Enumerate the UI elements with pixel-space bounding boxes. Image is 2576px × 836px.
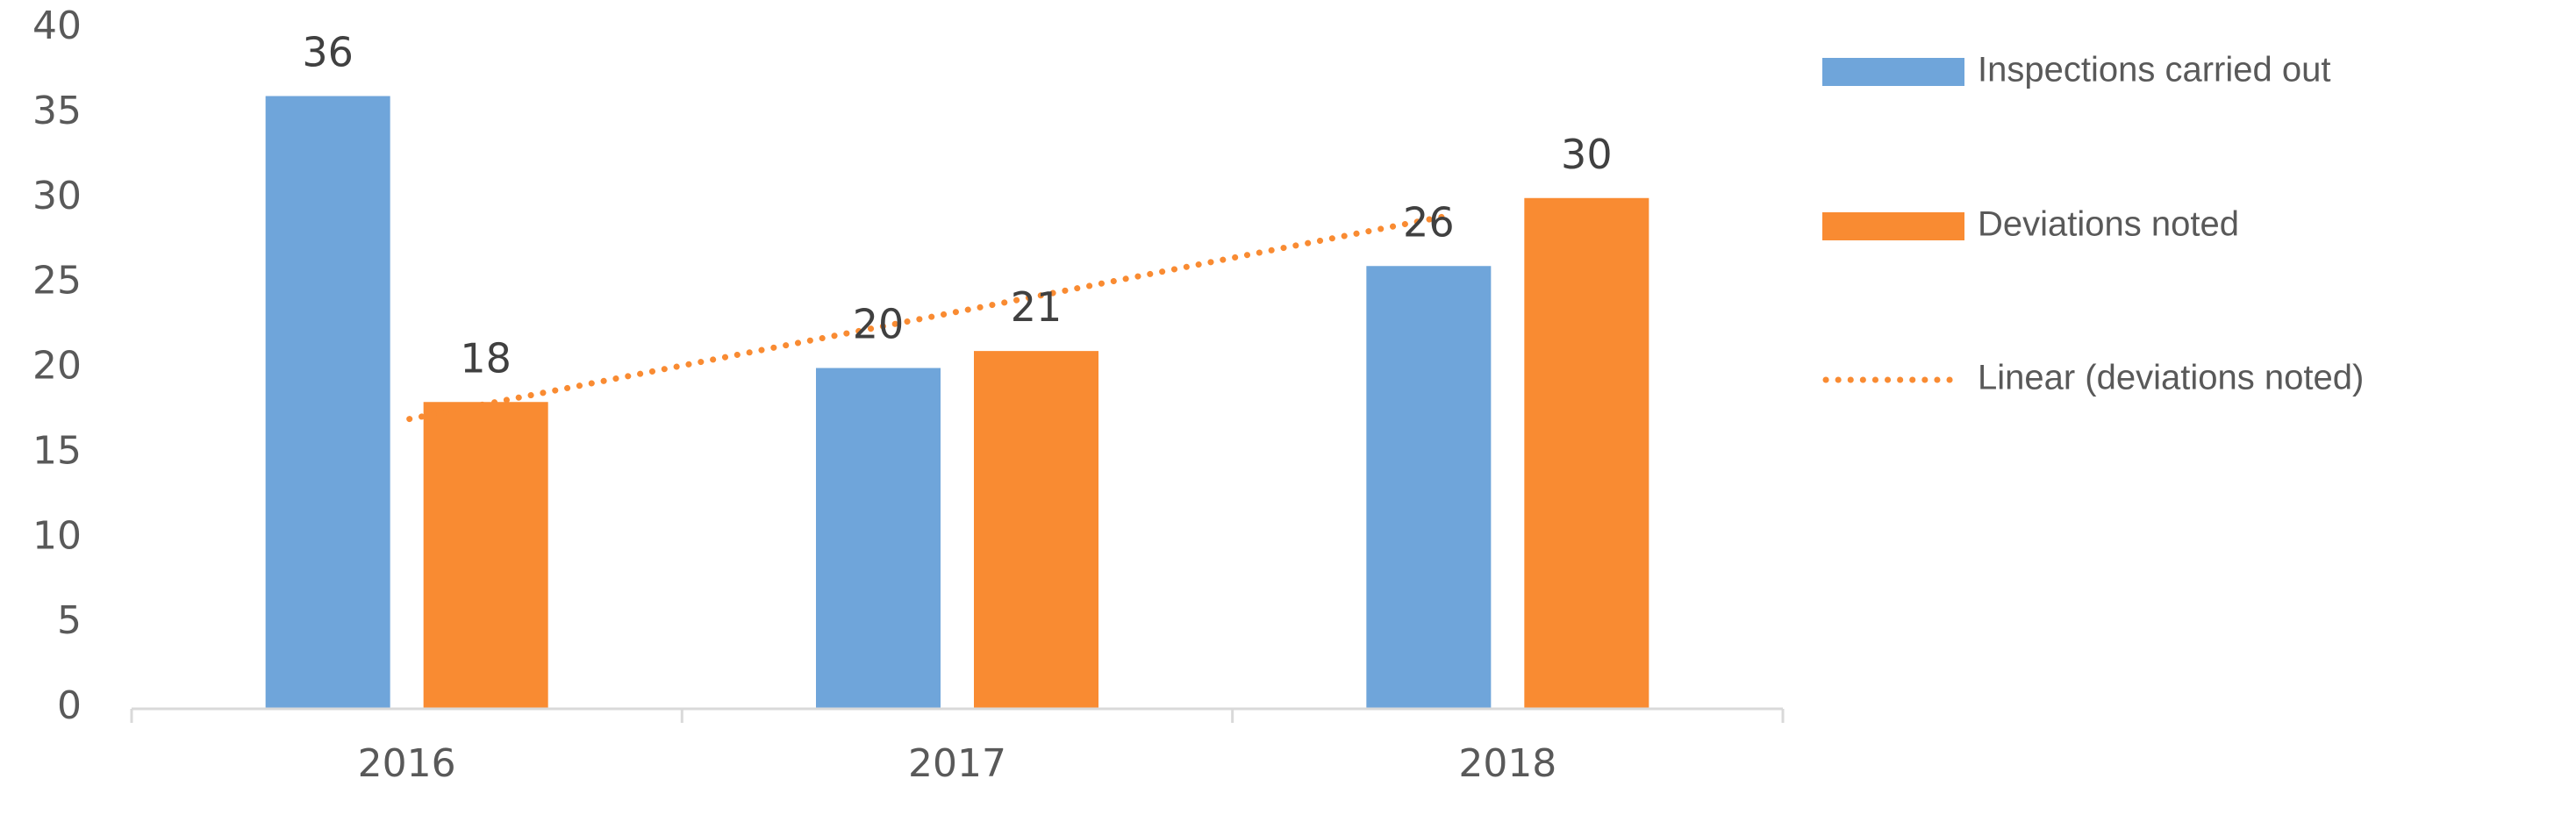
x-tick-label: 2018	[1458, 741, 1556, 786]
bar-deviations-2017	[974, 351, 1098, 708]
trendline-deviations	[406, 211, 1455, 423]
legend-item-0: Inspections carried out	[1822, 51, 2330, 89]
x-tick-label: 2016	[358, 741, 456, 786]
bar-inspections-2018	[1366, 266, 1492, 708]
x-axis: 2016 2017 2018	[130, 707, 1785, 786]
bar-deviations-2018	[1524, 197, 1649, 708]
y-tick-label: 40	[32, 4, 82, 48]
bar-inspections-2016	[265, 96, 390, 708]
data-label: 20	[853, 301, 905, 348]
legend: Inspections carried out Deviations noted L…	[1822, 51, 2364, 397]
legend-label: Linear (deviations noted)	[1978, 359, 2364, 397]
y-tick-label: 20	[32, 344, 82, 389]
legend-item-2: Linear (deviations noted)	[1822, 359, 2364, 397]
bar-inspections-2017	[816, 368, 941, 708]
bar-deviations-2016	[423, 402, 548, 708]
bars	[265, 96, 1649, 708]
y-tick-label: 25	[32, 259, 82, 304]
y-tick-label: 5	[57, 598, 82, 643]
legend-label: Inspections carried out	[1978, 51, 2330, 89]
y-tick-label: 10	[32, 513, 82, 558]
legend-item-1: Deviations noted	[1822, 205, 2239, 244]
data-label: 18	[460, 334, 512, 382]
legend-swatch	[1822, 58, 1964, 86]
data-label: 36	[302, 29, 354, 76]
data-label: 30	[1561, 131, 1613, 178]
y-tick-label: 15	[32, 428, 82, 473]
data-labels: 36 18 20 21 26 30	[302, 29, 1612, 382]
legend-label: Deviations noted	[1978, 205, 2239, 244]
y-tick-label: 0	[57, 683, 82, 728]
data-label: 21	[1011, 283, 1063, 331]
y-tick-label: 30	[32, 174, 82, 218]
legend-swatch	[1822, 212, 1964, 240]
data-label: 26	[1403, 198, 1455, 246]
y-axis: 0 5 10 15 20 25 30 35 40	[32, 4, 82, 728]
x-tick-label: 2017	[908, 741, 1006, 786]
y-tick-label: 35	[32, 89, 82, 133]
trendline	[406, 211, 1455, 423]
